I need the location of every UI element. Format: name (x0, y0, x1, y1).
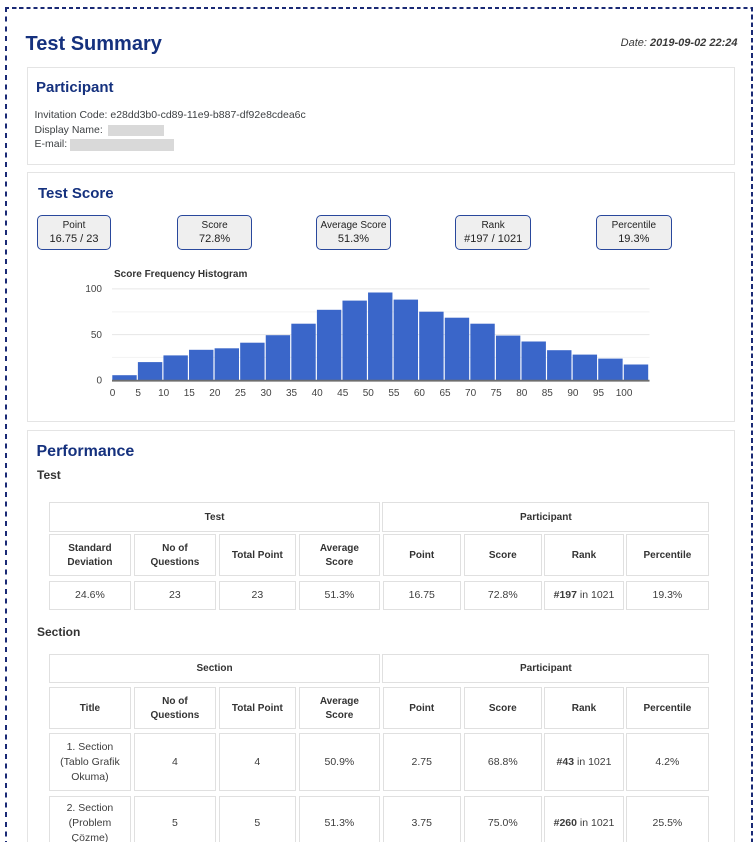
svg-text:15: 15 (184, 388, 196, 399)
svg-text:70: 70 (465, 388, 477, 399)
svg-text:Score Frequency Histogram: Score Frequency Histogram (114, 269, 247, 280)
svg-text:35: 35 (286, 388, 298, 399)
svg-text:90: 90 (567, 388, 579, 399)
svg-text:45: 45 (337, 388, 349, 399)
svg-text:100: 100 (85, 284, 102, 295)
svg-text:30: 30 (260, 388, 272, 399)
svg-text:60: 60 (414, 388, 426, 399)
svg-text:85: 85 (542, 388, 554, 399)
svg-text:20: 20 (209, 388, 221, 399)
svg-text:0: 0 (110, 388, 116, 399)
svg-text:55: 55 (388, 388, 400, 399)
svg-text:65: 65 (439, 388, 451, 399)
svg-text:40: 40 (312, 388, 324, 399)
svg-text:0: 0 (96, 376, 102, 387)
svg-text:50: 50 (91, 330, 103, 341)
svg-text:100: 100 (616, 388, 633, 399)
svg-text:80: 80 (516, 388, 528, 399)
svg-text:50: 50 (363, 388, 375, 399)
svg-text:75: 75 (491, 388, 503, 399)
svg-text:5: 5 (135, 388, 141, 399)
svg-text:10: 10 (158, 388, 170, 399)
svg-text:25: 25 (235, 388, 247, 399)
svg-text:95: 95 (593, 388, 605, 399)
